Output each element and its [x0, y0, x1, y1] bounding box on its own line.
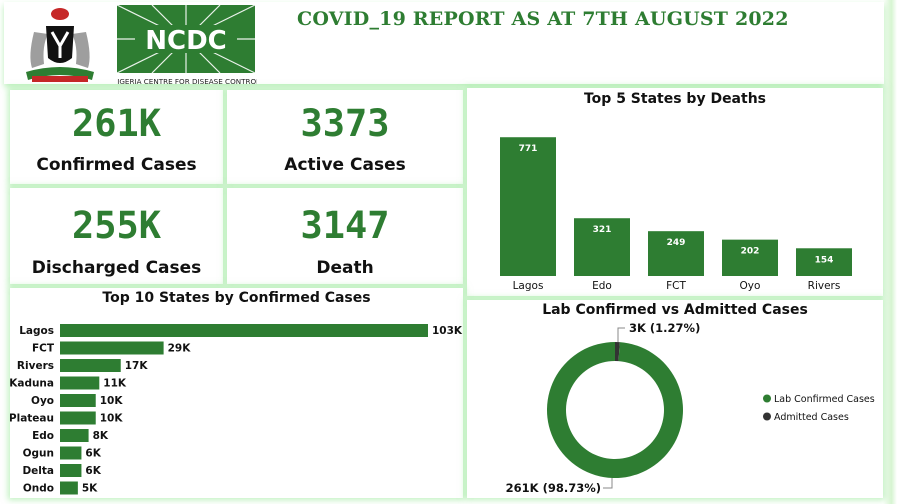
- deaths-bar-value-label: 249: [667, 238, 686, 248]
- chart-title: Top 10 States by Confirmed Cases: [102, 290, 371, 306]
- confirmed-bar: [60, 429, 89, 442]
- admitted-leader-line: [617, 327, 625, 342]
- legend-marker: [763, 394, 771, 403]
- confirmed-category-label: Rivers: [17, 360, 54, 372]
- admitted-data-label: 3K (1.27%): [629, 321, 700, 335]
- ncdc-logo-text: NCDC: [145, 26, 227, 56]
- legend-label: Lab Confirmed Cases: [774, 394, 875, 405]
- deaths-category-label: Edo: [592, 280, 612, 292]
- kpi-card-confirmed: 261K Confirmed Cases: [10, 90, 223, 184]
- confirmed-bar-value-label: 6K: [85, 448, 101, 460]
- kpi-label: Confirmed Cases: [36, 155, 197, 175]
- confirmed-bar: [60, 411, 96, 425]
- page-title: COVID_19 REPORT AS AT 7TH AUGUST 2022: [297, 8, 789, 30]
- deaths-category-label: FCT: [666, 280, 686, 292]
- kpi-card-death: 3147 Death: [227, 188, 463, 284]
- confirmed-bar: [60, 394, 96, 407]
- confirmed-bar-value-label: 8K: [93, 430, 109, 442]
- confirmed-bar-value-label: 10K: [100, 413, 124, 425]
- deaths-category-label: Rivers: [808, 280, 841, 292]
- chart-title: Lab Confirmed vs Admitted Cases: [542, 302, 808, 318]
- confirmed-bar-value-label: 103K: [432, 325, 463, 337]
- ncdc-logo: NCDC NIGERIA CENTRE FOR DISEASE CONTROL: [117, 5, 257, 86]
- confirmed-category-label: Ondo: [23, 483, 54, 495]
- confirmed-bar-value-label: 5K: [82, 483, 98, 495]
- kpi-label: Discharged Cases: [31, 258, 202, 278]
- confirmed-bar: [60, 446, 82, 460]
- confirmed-chart-card: Top 10 States by Confirmed Cases Lagos 10…: [10, 288, 463, 498]
- confirmed-bar-value-label: 11K: [103, 378, 127, 390]
- confirmed-bar-value-label: 17K: [125, 360, 149, 372]
- report-header: NCDC NIGERIA CENTRE FOR DISEASE CONTROL …: [4, 2, 884, 86]
- confirmed-bar-chart: Lagos 103K FCT 29K Rivers 17K Kaduna 11K Oyo 10K P…: [10, 324, 463, 495]
- legend-marker: [763, 412, 771, 421]
- kpi-card-active: 3373 Active Cases: [227, 90, 463, 184]
- deaths-category-label: Oyo: [740, 280, 761, 292]
- confirmed-bar: [60, 481, 78, 495]
- lab-confirmed-leader-line: [603, 478, 613, 489]
- ncdc-logo-subtext: NIGERIA CENTRE FOR DISEASE CONTROL: [117, 77, 257, 86]
- confirmed-bar: [60, 376, 100, 390]
- lab-confirmed-data-label: 261K (98.73%): [506, 481, 601, 495]
- confirmed-category-label: Lagos: [19, 325, 54, 337]
- deaths-bar: [796, 248, 852, 276]
- lab-vs-admitted-card: Lab Confirmed vs Admitted Cases 3K (1.27…: [467, 300, 883, 498]
- deaths-bar-value-label: 202: [741, 247, 760, 257]
- deaths-chart-card: Top 5 States by Deaths 771 Lagos 321 Edo 249…: [467, 88, 883, 296]
- legend-label: Admitted Cases: [774, 412, 849, 423]
- kpi-label: Death: [316, 258, 374, 278]
- kpi-card-discharged: 255K Discharged Cases: [10, 188, 223, 284]
- deaths-bar-value-label: 321: [593, 225, 612, 235]
- donut-slice-lab-confirmed: [546, 342, 683, 478]
- kpi-label: Active Cases: [284, 155, 406, 175]
- kpi-value: 3147: [300, 204, 390, 247]
- chart-title: Top 5 States by Deaths: [583, 91, 766, 107]
- kpi-value: 261K: [71, 102, 162, 145]
- deaths-bar-chart: 771 Lagos 321 Edo 249 FCT 202 Oyo 154 Rivers: [500, 137, 852, 292]
- deaths-bar-value-label: 154: [815, 255, 834, 265]
- deaths-bar: [722, 239, 778, 276]
- deaths-bar: [648, 231, 704, 276]
- confirmed-bar-value-label: 10K: [100, 395, 124, 407]
- confirmed-category-label: Plateau: [10, 413, 54, 425]
- deaths-bar-value-label: 771: [519, 144, 538, 154]
- confirmed-category-label: Ogun: [23, 448, 54, 460]
- confirmed-bar-value-label: 29K: [168, 343, 192, 355]
- kpi-value: 3373: [300, 102, 390, 145]
- lab-vs-admitted-donut: 3K (1.27%) 261K (98.73%) Lab Confirmed Cas…: [506, 321, 875, 495]
- confirmed-category-label: Oyo: [31, 395, 54, 407]
- nigeria-coat-of-arms-icon: [26, 8, 94, 82]
- donut-slice-admitted: [615, 342, 620, 362]
- confirmed-bar: [60, 359, 121, 372]
- confirmed-bar: [60, 341, 164, 355]
- confirmed-category-label: FCT: [32, 343, 55, 355]
- kpi-value: 255K: [71, 204, 162, 247]
- confirmed-category-label: Edo: [32, 430, 54, 442]
- confirmed-category-label: Delta: [22, 465, 54, 477]
- confirmed-bar-value-label: 6K: [85, 465, 101, 477]
- deaths-category-label: Lagos: [513, 280, 544, 292]
- confirmed-bar: [60, 464, 82, 477]
- deaths-bar: [574, 218, 630, 276]
- confirmed-category-label: Kaduna: [10, 378, 54, 390]
- scroll-edge: [883, 0, 897, 504]
- deaths-bar: [500, 137, 556, 276]
- confirmed-bar: [60, 324, 428, 337]
